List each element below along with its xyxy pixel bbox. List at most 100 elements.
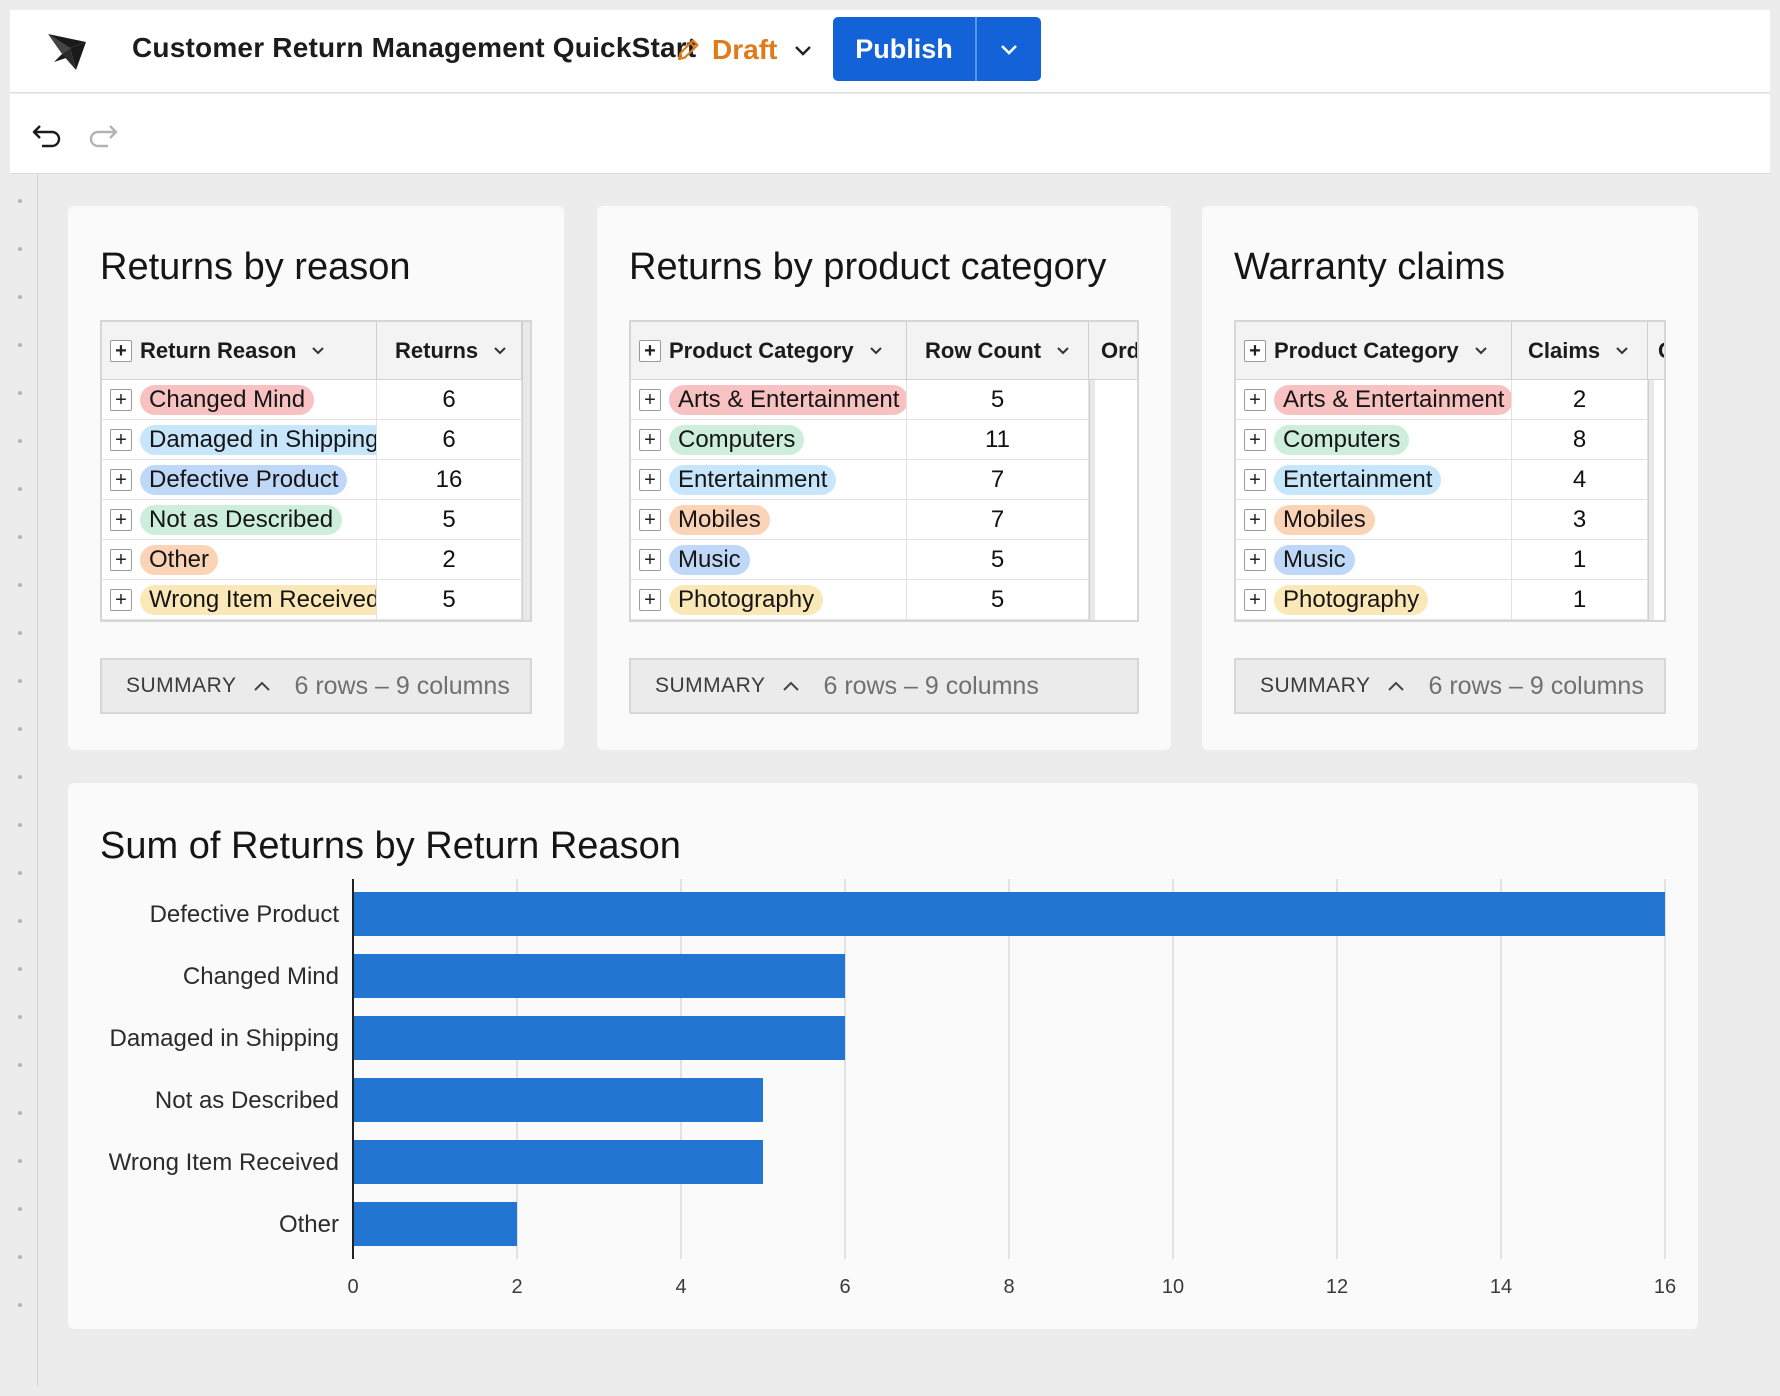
value-cell[interactable]: 4 [1512, 460, 1648, 500]
expand-row-icon[interactable]: + [1244, 509, 1266, 531]
add-column-icon[interactable]: + [639, 340, 661, 362]
expand-row-icon[interactable]: + [110, 549, 132, 571]
publish-button[interactable]: Publish [833, 17, 977, 81]
column-header-ord[interactable]: Ord [1101, 338, 1137, 363]
column-header-claims[interactable]: Claims [1512, 322, 1648, 380]
expand-row-icon[interactable]: + [639, 429, 661, 451]
category-cell[interactable]: + Damaged in Shipping [102, 420, 377, 460]
expand-row-icon[interactable]: + [639, 389, 661, 411]
expand-row-icon[interactable]: + [639, 589, 661, 611]
table-row[interactable]: + Not as Described 5 [102, 500, 522, 540]
category-cell[interactable]: + Mobiles [1236, 500, 1512, 540]
category-cell[interactable]: + Arts & Entertainment [1236, 380, 1512, 420]
category-cell[interactable]: + Wrong Item Received [102, 580, 377, 620]
document-title[interactable]: Customer Return Management QuickStart [132, 32, 697, 63]
expand-row-icon[interactable]: + [1244, 389, 1266, 411]
value-cell[interactable]: 7 [907, 460, 1089, 500]
expand-row-icon[interactable]: + [639, 469, 661, 491]
summary-bar[interactable]: SUMMARY 6 rows – 9 columns [1234, 658, 1666, 714]
value-cell[interactable]: 5 [907, 380, 1089, 420]
table-row[interactable]: + Arts & Entertainment 5 [631, 380, 1089, 420]
column-header-row-count[interactable]: Row Count [907, 322, 1089, 380]
expand-row-icon[interactable]: + [110, 429, 132, 451]
expand-row-icon[interactable]: + [110, 469, 132, 491]
table-row[interactable]: + Photography 5 [631, 580, 1089, 620]
warranty-claims-card[interactable]: Warranty claims + Product Category Claim… [1202, 206, 1698, 750]
bar[interactable] [353, 1078, 763, 1122]
category-cell[interactable]: + Changed Mind [102, 380, 377, 420]
returns-by-reason-card[interactable]: Returns by reason + Return Reason Return… [68, 206, 564, 750]
bar[interactable] [353, 1202, 517, 1246]
table-row[interactable]: + Computers 11 [631, 420, 1089, 460]
value-cell[interactable]: 5 [377, 580, 522, 620]
summary-bar[interactable]: SUMMARY 6 rows – 9 columns [629, 658, 1139, 714]
chevron-down-icon[interactable] [868, 345, 884, 357]
column-header-c[interactable]: C [1648, 322, 1664, 380]
expand-row-icon[interactable]: + [639, 509, 661, 531]
column-header-product-category[interactable]: + Product Category [631, 322, 907, 380]
chevron-down-icon[interactable] [1055, 345, 1071, 357]
table-row[interactable]: + Changed Mind 6 [102, 380, 522, 420]
chevron-down-icon[interactable] [492, 345, 508, 357]
expand-row-icon[interactable]: + [639, 549, 661, 571]
value-cell[interactable]: 7 [907, 500, 1089, 540]
value-cell[interactable]: 1 [1512, 540, 1648, 580]
expand-row-icon[interactable]: + [1244, 589, 1266, 611]
table-row[interactable]: + Damaged in Shipping 6 [102, 420, 522, 460]
value-cell[interactable]: 3 [1512, 500, 1648, 540]
column-header-return-reason[interactable]: + Return Reason [102, 322, 377, 380]
value-cell[interactable]: 6 [377, 420, 522, 460]
table-row[interactable]: + Music 5 [631, 540, 1089, 580]
expand-row-icon[interactable]: + [110, 509, 132, 531]
expand-row-icon[interactable]: + [110, 589, 132, 611]
expand-row-icon[interactable]: + [1244, 429, 1266, 451]
chevron-down-icon[interactable] [310, 345, 326, 357]
add-column-icon[interactable]: + [1244, 340, 1266, 362]
column-header-returns[interactable]: Returns [377, 322, 522, 380]
table-row[interactable]: + Mobiles 7 [631, 500, 1089, 540]
value-cell[interactable]: 1 [1512, 580, 1648, 620]
bar[interactable] [353, 1140, 763, 1184]
value-cell[interactable]: 5 [907, 580, 1089, 620]
category-cell[interactable]: + Computers [1236, 420, 1512, 460]
table-row[interactable]: + Defective Product 16 [102, 460, 522, 500]
chevron-down-icon[interactable] [1473, 345, 1489, 357]
table-row[interactable]: + Arts & Entertainment 2 [1236, 380, 1648, 420]
expand-row-icon[interactable]: + [1244, 469, 1266, 491]
category-cell[interactable]: + Mobiles [631, 500, 907, 540]
category-cell[interactable]: + Photography [631, 580, 907, 620]
undo-icon[interactable] [30, 118, 64, 150]
value-cell[interactable]: 5 [907, 540, 1089, 580]
value-cell[interactable]: 5 [377, 500, 522, 540]
category-cell[interactable]: + Music [1236, 540, 1512, 580]
category-cell[interactable]: + Not as Described [102, 500, 377, 540]
expand-row-icon[interactable]: + [1244, 549, 1266, 571]
redo-icon[interactable] [86, 118, 120, 150]
table-row[interactable]: + Computers 8 [1236, 420, 1648, 460]
draft-status-dropdown[interactable]: Draft [674, 29, 813, 71]
table-row[interactable]: + Mobiles 3 [1236, 500, 1648, 540]
table-scrollbar[interactable] [522, 322, 530, 620]
expand-row-icon[interactable]: + [110, 389, 132, 411]
category-cell[interactable]: + Arts & Entertainment [631, 380, 907, 420]
table-row[interactable]: + Entertainment 4 [1236, 460, 1648, 500]
returns-chart-card[interactable]: Sum of Returns by Return Reason 0 2 4 6 8 10 1… [68, 783, 1698, 1329]
category-cell[interactable]: + Other [102, 540, 377, 580]
value-cell[interactable]: 2 [1512, 380, 1648, 420]
bar[interactable] [353, 1016, 845, 1060]
sigma-logo-icon[interactable] [40, 24, 96, 80]
bar[interactable] [353, 954, 845, 998]
column-header-product-category[interactable]: + Product Category [1236, 322, 1512, 380]
category-cell[interactable]: + Music [631, 540, 907, 580]
table-row[interactable]: + Music 1 [1236, 540, 1648, 580]
summary-bar[interactable]: SUMMARY 6 rows – 9 columns [100, 658, 532, 714]
publish-options-button[interactable] [977, 17, 1041, 81]
table-row[interactable]: + Entertainment 7 [631, 460, 1089, 500]
category-cell[interactable]: + Entertainment [1236, 460, 1512, 500]
returns-by-category-card[interactable]: Returns by product category + Product Ca… [597, 206, 1171, 750]
value-cell[interactable]: 2 [377, 540, 522, 580]
chevron-down-icon[interactable] [1614, 345, 1630, 357]
category-cell[interactable]: + Entertainment [631, 460, 907, 500]
value-cell[interactable]: 11 [907, 420, 1089, 460]
category-cell[interactable]: + Defective Product [102, 460, 377, 500]
